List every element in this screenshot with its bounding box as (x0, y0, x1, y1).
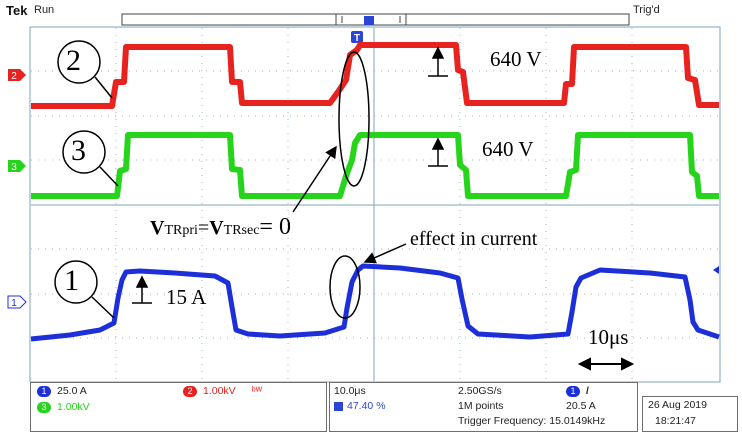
ch3-waveform (31, 132, 719, 199)
ch2-scale: 1.00kV (203, 385, 236, 397)
trigger-slope-icon: / (586, 385, 589, 397)
svg-text:2: 2 (11, 71, 17, 82)
status-bar: 1 25.0 A 2 1.00kV ᵇᵂ 3 1.00kV 10.0μs 47.40 %… (0, 382, 742, 435)
trigger-frequency: Trigger Frequency: 15.0149kHz (458, 415, 606, 427)
trigger-level-marker (713, 266, 719, 274)
channel-settings-panel[interactable]: 1 25.0 A 2 1.00kV ᵇᵂ 3 1.00kV (30, 382, 327, 432)
bandwidth-limit-icon: ᵇᵂ (251, 385, 263, 397)
svg-text:3: 3 (11, 162, 17, 173)
trace-2-callout (57, 40, 101, 84)
zero-voltage-region (338, 51, 370, 187)
ch3-scale: 1.00kV (57, 401, 90, 413)
ch3-voltage-annotation: 640 V (482, 137, 534, 161)
ch3-ground-marker (8, 160, 26, 172)
time-scale-label: 10μs (588, 325, 629, 349)
trigger-level: 20.5 A (566, 400, 596, 412)
trace-3-label: 3 (71, 134, 86, 167)
zero-voltage-equation: VTRpri=VTRsec= 0 (150, 214, 291, 240)
amplitude-markers (132, 46, 448, 304)
date: 26 Aug 2019 (648, 399, 707, 411)
trigger-position-icon (364, 16, 374, 25)
svg-text:1: 1 (11, 298, 17, 309)
acquisition-state: Run (34, 4, 55, 16)
brand-logo: Tek (6, 3, 28, 18)
current-annotation: 15 A (166, 285, 207, 309)
center-axes (31, 28, 719, 381)
ch2-badge: 2 (183, 385, 197, 397)
ch1-scale: 25.0 A (57, 385, 87, 397)
ch1-badge: 1 (37, 385, 51, 397)
trigger-pos-icon (334, 401, 343, 411)
current-effect-note: effect in current (410, 228, 538, 250)
sample-rate: 2.50GS/s (458, 385, 502, 397)
trigger-source-badge: 1 (566, 385, 580, 397)
trigger-marker-icon (351, 31, 363, 43)
ch2-ground-marker (8, 69, 26, 81)
svg-text:T: T (354, 33, 360, 44)
ch3-badge: 3 (37, 401, 51, 413)
trigger-position: 47.40 % (334, 400, 386, 412)
trace-2-label: 2 (66, 44, 81, 77)
ch2-waveform (31, 42, 719, 109)
time: 18:21:47 (655, 415, 696, 427)
trigger-state: Trig'd (633, 4, 660, 16)
trace-1-callout (54, 260, 98, 304)
time-scale-arrow (577, 357, 635, 371)
ch2-voltage-annotation: 640 V (490, 47, 542, 71)
ch1-ground-marker (7, 295, 27, 309)
trace-1-label: 1 (64, 264, 79, 297)
current-effect-region (329, 255, 361, 319)
acquisition-panel[interactable]: 10.0μs 47.40 % 2.50GS/s 1M points 1 / 20.… (329, 382, 638, 432)
datetime-panel: 26 Aug 2019 18:21:47 (642, 396, 738, 432)
trace-3-callout (62, 130, 106, 174)
timebase: 10.0μs (334, 385, 366, 397)
record-length: 1M points (458, 400, 504, 412)
